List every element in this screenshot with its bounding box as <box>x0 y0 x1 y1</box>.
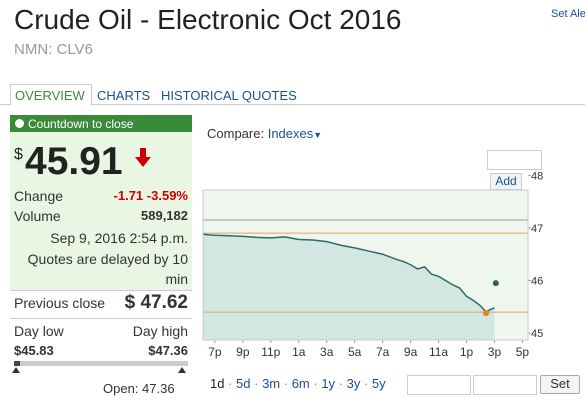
area-fill <box>203 234 495 340</box>
range-link[interactable]: 5y <box>371 376 386 391</box>
x-tick-label: 1p <box>460 345 474 359</box>
alert-link[interactable]: Set Ale <box>551 8 585 20</box>
currency: $ <box>14 146 23 163</box>
day-high: $47.36 <box>148 343 188 358</box>
separator: · <box>309 376 322 391</box>
day-low: $45.83 <box>14 343 54 358</box>
add-button[interactable]: Add <box>490 173 522 190</box>
range-link[interactable]: 1y <box>321 376 336 391</box>
volume: 589,182 <box>141 208 188 223</box>
rule <box>10 318 192 319</box>
marker <box>483 310 490 317</box>
volume-label: Volume <box>14 208 61 224</box>
date-input[interactable] <box>407 375 471 395</box>
tab[interactable]: OVERVIEW <box>15 88 85 103</box>
x-tick-label: 11p <box>261 345 280 359</box>
x-tick-label: 1a <box>292 345 306 359</box>
compare-label: Compare: <box>207 126 265 141</box>
timestamp: Sep 9, 2016 2:54 p.m. <box>50 230 188 246</box>
symbol: NMN: CLV6 <box>14 41 93 58</box>
separator: · <box>224 376 237 391</box>
range-bar <box>14 361 188 366</box>
day-high-label: Day high <box>132 323 188 339</box>
marker <box>492 280 499 287</box>
separator: · <box>280 376 292 391</box>
separator: · <box>250 376 263 391</box>
price-line <box>202 233 495 314</box>
change-pct: -3.59% <box>146 188 188 203</box>
countdown-bar <box>10 115 192 132</box>
prev-close: $ 47.62 <box>124 292 188 313</box>
range-link[interactable]: 1d <box>210 376 225 391</box>
date-input[interactable] <box>473 375 537 395</box>
y-tick-label: 45 <box>531 328 543 340</box>
x-tick-label: 9a <box>404 345 418 359</box>
range-link[interactable]: 3y <box>346 376 361 391</box>
open: Open: 47.36 <box>103 381 175 396</box>
separator: · <box>335 376 347 391</box>
y-tick-label: 46 <box>531 276 543 288</box>
delay-note: Quotes are delayed by 10 min <box>27 251 188 287</box>
tab-rule <box>0 104 585 105</box>
down-arrow <box>135 148 151 167</box>
range-link[interactable]: 6m <box>291 376 310 391</box>
compare-menu[interactable]: Indexes <box>267 126 314 141</box>
x-tick-label: 7p <box>208 345 222 359</box>
title: Crude Oil - Electronic Oct 2016 <box>14 4 402 35</box>
range-fill <box>14 361 20 366</box>
range-link[interactable]: 5d <box>236 376 251 391</box>
menu-caret: ▼ <box>313 130 323 140</box>
tab[interactable]: CHARTS <box>97 88 151 103</box>
price: 45.91 <box>25 140 123 183</box>
rule <box>10 290 192 291</box>
x-tick-label: 3p <box>488 345 502 359</box>
range-link[interactable]: 3m <box>262 376 281 391</box>
x-tick-label: 3a <box>320 345 334 359</box>
countdown: Countdown to close <box>28 117 134 131</box>
x-tick-label: 11a <box>429 345 448 359</box>
prev-close-label: Previous close <box>14 295 106 311</box>
set-button[interactable]: Set <box>540 375 580 394</box>
plot-border <box>202 189 529 341</box>
clock-icon <box>15 119 24 128</box>
x-tick-label: 5p <box>516 345 530 359</box>
separator: · <box>360 376 372 391</box>
x-tick-label: 5a <box>348 345 362 359</box>
tab[interactable]: HISTORICAL QUOTES <box>161 88 297 103</box>
change-label: Change <box>14 188 64 204</box>
range-links: 1d · 5d · 3m · 6m · 1y · 3y · 5y <box>210 376 386 391</box>
tab-active[interactable] <box>10 84 92 106</box>
y-tick-label: 47 <box>531 223 543 235</box>
x-tick-label: 7a <box>376 345 390 359</box>
quote-panel <box>10 115 192 290</box>
day-low-label: Day low <box>14 323 64 339</box>
y-tick-label: 48 <box>531 170 543 182</box>
x-tick-label: 9p <box>236 345 250 359</box>
change: -1.71 <box>113 188 144 203</box>
compare-input[interactable] <box>487 150 542 170</box>
